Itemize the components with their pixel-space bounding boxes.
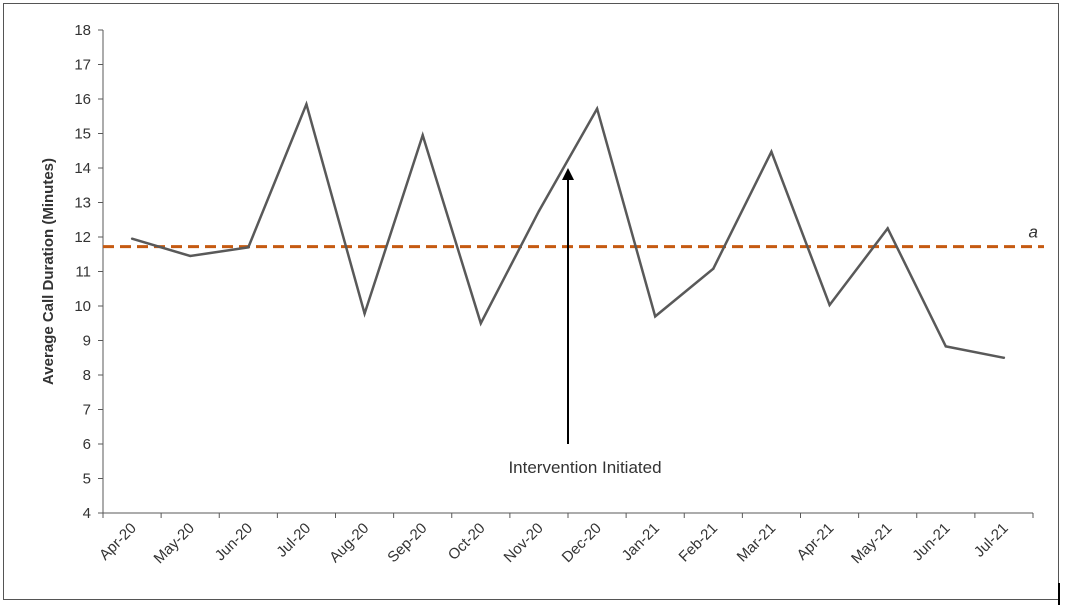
y-axis-title: Average Call Duration (Minutes) [40, 158, 57, 385]
data-point [247, 246, 250, 249]
series-line [131, 100, 1005, 360]
y-tick-label: 4 [83, 505, 91, 522]
y-tick-label: 6 [83, 436, 91, 453]
y-tick-label: 17 [74, 57, 91, 74]
x-tick-label: May-21 [848, 520, 895, 567]
y-tick-label: 10 [74, 298, 91, 315]
data-point [770, 150, 773, 153]
y-tick-label: 16 [74, 91, 91, 108]
x-tick-label: Aug-20 [326, 520, 372, 566]
x-tick-label: Mar-21 [734, 520, 780, 566]
data-point [828, 303, 831, 307]
y-tick-label: 12 [74, 229, 91, 246]
x-tick-label: Apr-20 [96, 520, 140, 564]
x-tick-label: Jun-21 [909, 520, 953, 564]
x-tick-label: Feb-21 [676, 520, 722, 566]
chart-frame [3, 3, 1059, 600]
x-tick-label: Oct-20 [445, 520, 489, 564]
x-tick-label: Dec-20 [559, 520, 605, 566]
y-tick-label: 11 [75, 264, 91, 281]
data-point [537, 209, 541, 213]
data-point [188, 254, 192, 258]
annotation-arrow-head [562, 168, 574, 180]
data-point [363, 312, 366, 315]
y-tick-label: 9 [83, 333, 91, 350]
x-tick-label: Jul-21 [971, 520, 1012, 561]
y-tick-label: 15 [74, 126, 91, 143]
x-tick-label: Sep-20 [384, 520, 430, 566]
data-point [1002, 356, 1006, 359]
x-tick-label: Jul-20 [273, 520, 314, 561]
data-point [712, 267, 715, 270]
x-tick-label: Apr-21 [794, 520, 838, 564]
y-tick-label: 7 [83, 402, 91, 419]
y-tick-label: 5 [83, 471, 91, 488]
data-point [944, 345, 948, 348]
y-tick-label: 14 [74, 160, 91, 177]
x-tick-label: Nov-20 [501, 520, 547, 566]
frame-corner-mark [1058, 583, 1060, 605]
data-point [130, 237, 134, 240]
data-point [305, 102, 308, 106]
y-tick-label: 13 [74, 195, 91, 212]
annotation-text: Intervention Initiated [508, 458, 661, 477]
data-point [479, 322, 483, 325]
x-tick-label: Jun-20 [212, 520, 256, 564]
y-tick-label: 18 [74, 22, 91, 39]
y-tick-label: 8 [83, 367, 91, 384]
x-tick-label: May-20 [151, 520, 198, 567]
x-tick-label: Jan-21 [619, 520, 663, 564]
reference-line-label: a [1029, 223, 1038, 242]
data-point [653, 315, 657, 318]
data-point [595, 107, 599, 110]
data-point [886, 227, 889, 230]
data-point [421, 134, 424, 137]
